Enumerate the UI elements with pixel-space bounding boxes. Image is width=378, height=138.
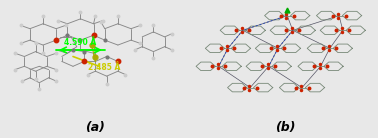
Text: 4.590 Å: 4.590 Å <box>64 38 97 47</box>
Text: 2.485 Å: 2.485 Å <box>88 63 120 72</box>
Text: (b): (b) <box>275 121 296 134</box>
Text: (a): (a) <box>85 121 105 134</box>
